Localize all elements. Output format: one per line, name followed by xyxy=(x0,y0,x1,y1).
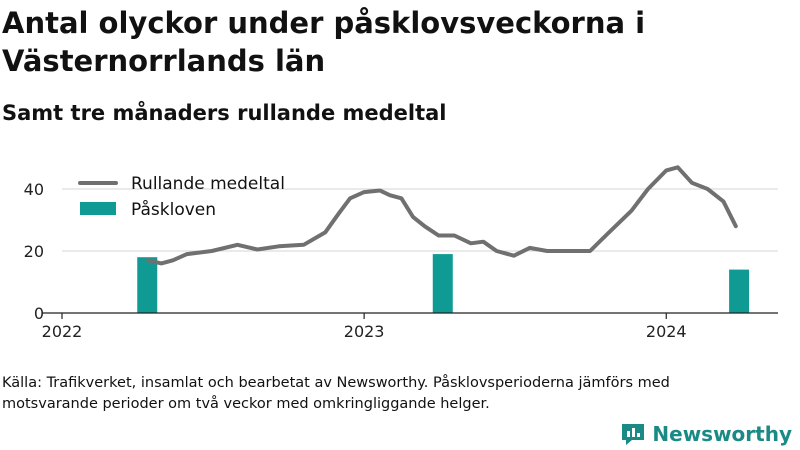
gridlines: 0 20 40 xyxy=(24,180,778,323)
y-tick-label: 40 xyxy=(24,180,44,199)
source-note: Källa: Trafikverket, insamlat och bearbe… xyxy=(2,375,670,412)
y-tick-label: 0 xyxy=(34,304,44,323)
logo-text: Newsworthy xyxy=(652,422,792,446)
bar xyxy=(137,257,158,313)
legend: Rullande medeltal Påskloven xyxy=(78,174,285,220)
bar xyxy=(432,254,453,313)
logo: Newsworthy xyxy=(620,420,792,448)
chart-title: Antal olyckor under påsklovsveckorna i V… xyxy=(2,6,646,78)
chart: 0 20 40 2022 2023 2024 Rullande medeltal Pås… xyxy=(24,165,778,341)
x-tick-label: 2023 xyxy=(344,322,385,341)
legend-label-bars: Påskloven xyxy=(131,199,216,220)
line-series xyxy=(146,165,738,266)
chart-subtitle: Samt tre månaders rullande medeltal xyxy=(2,101,447,125)
y-tick-label: 20 xyxy=(24,242,44,261)
bar xyxy=(729,269,750,313)
bar-series xyxy=(137,254,750,313)
legend-label-line: Rullande medeltal xyxy=(131,174,285,194)
x-tick-label: 2022 xyxy=(42,322,83,341)
logo-icon xyxy=(622,424,645,445)
legend-bar-swatch xyxy=(80,202,116,215)
axes: 2022 2023 2024 xyxy=(42,312,778,341)
x-tick-label: 2024 xyxy=(646,322,687,341)
